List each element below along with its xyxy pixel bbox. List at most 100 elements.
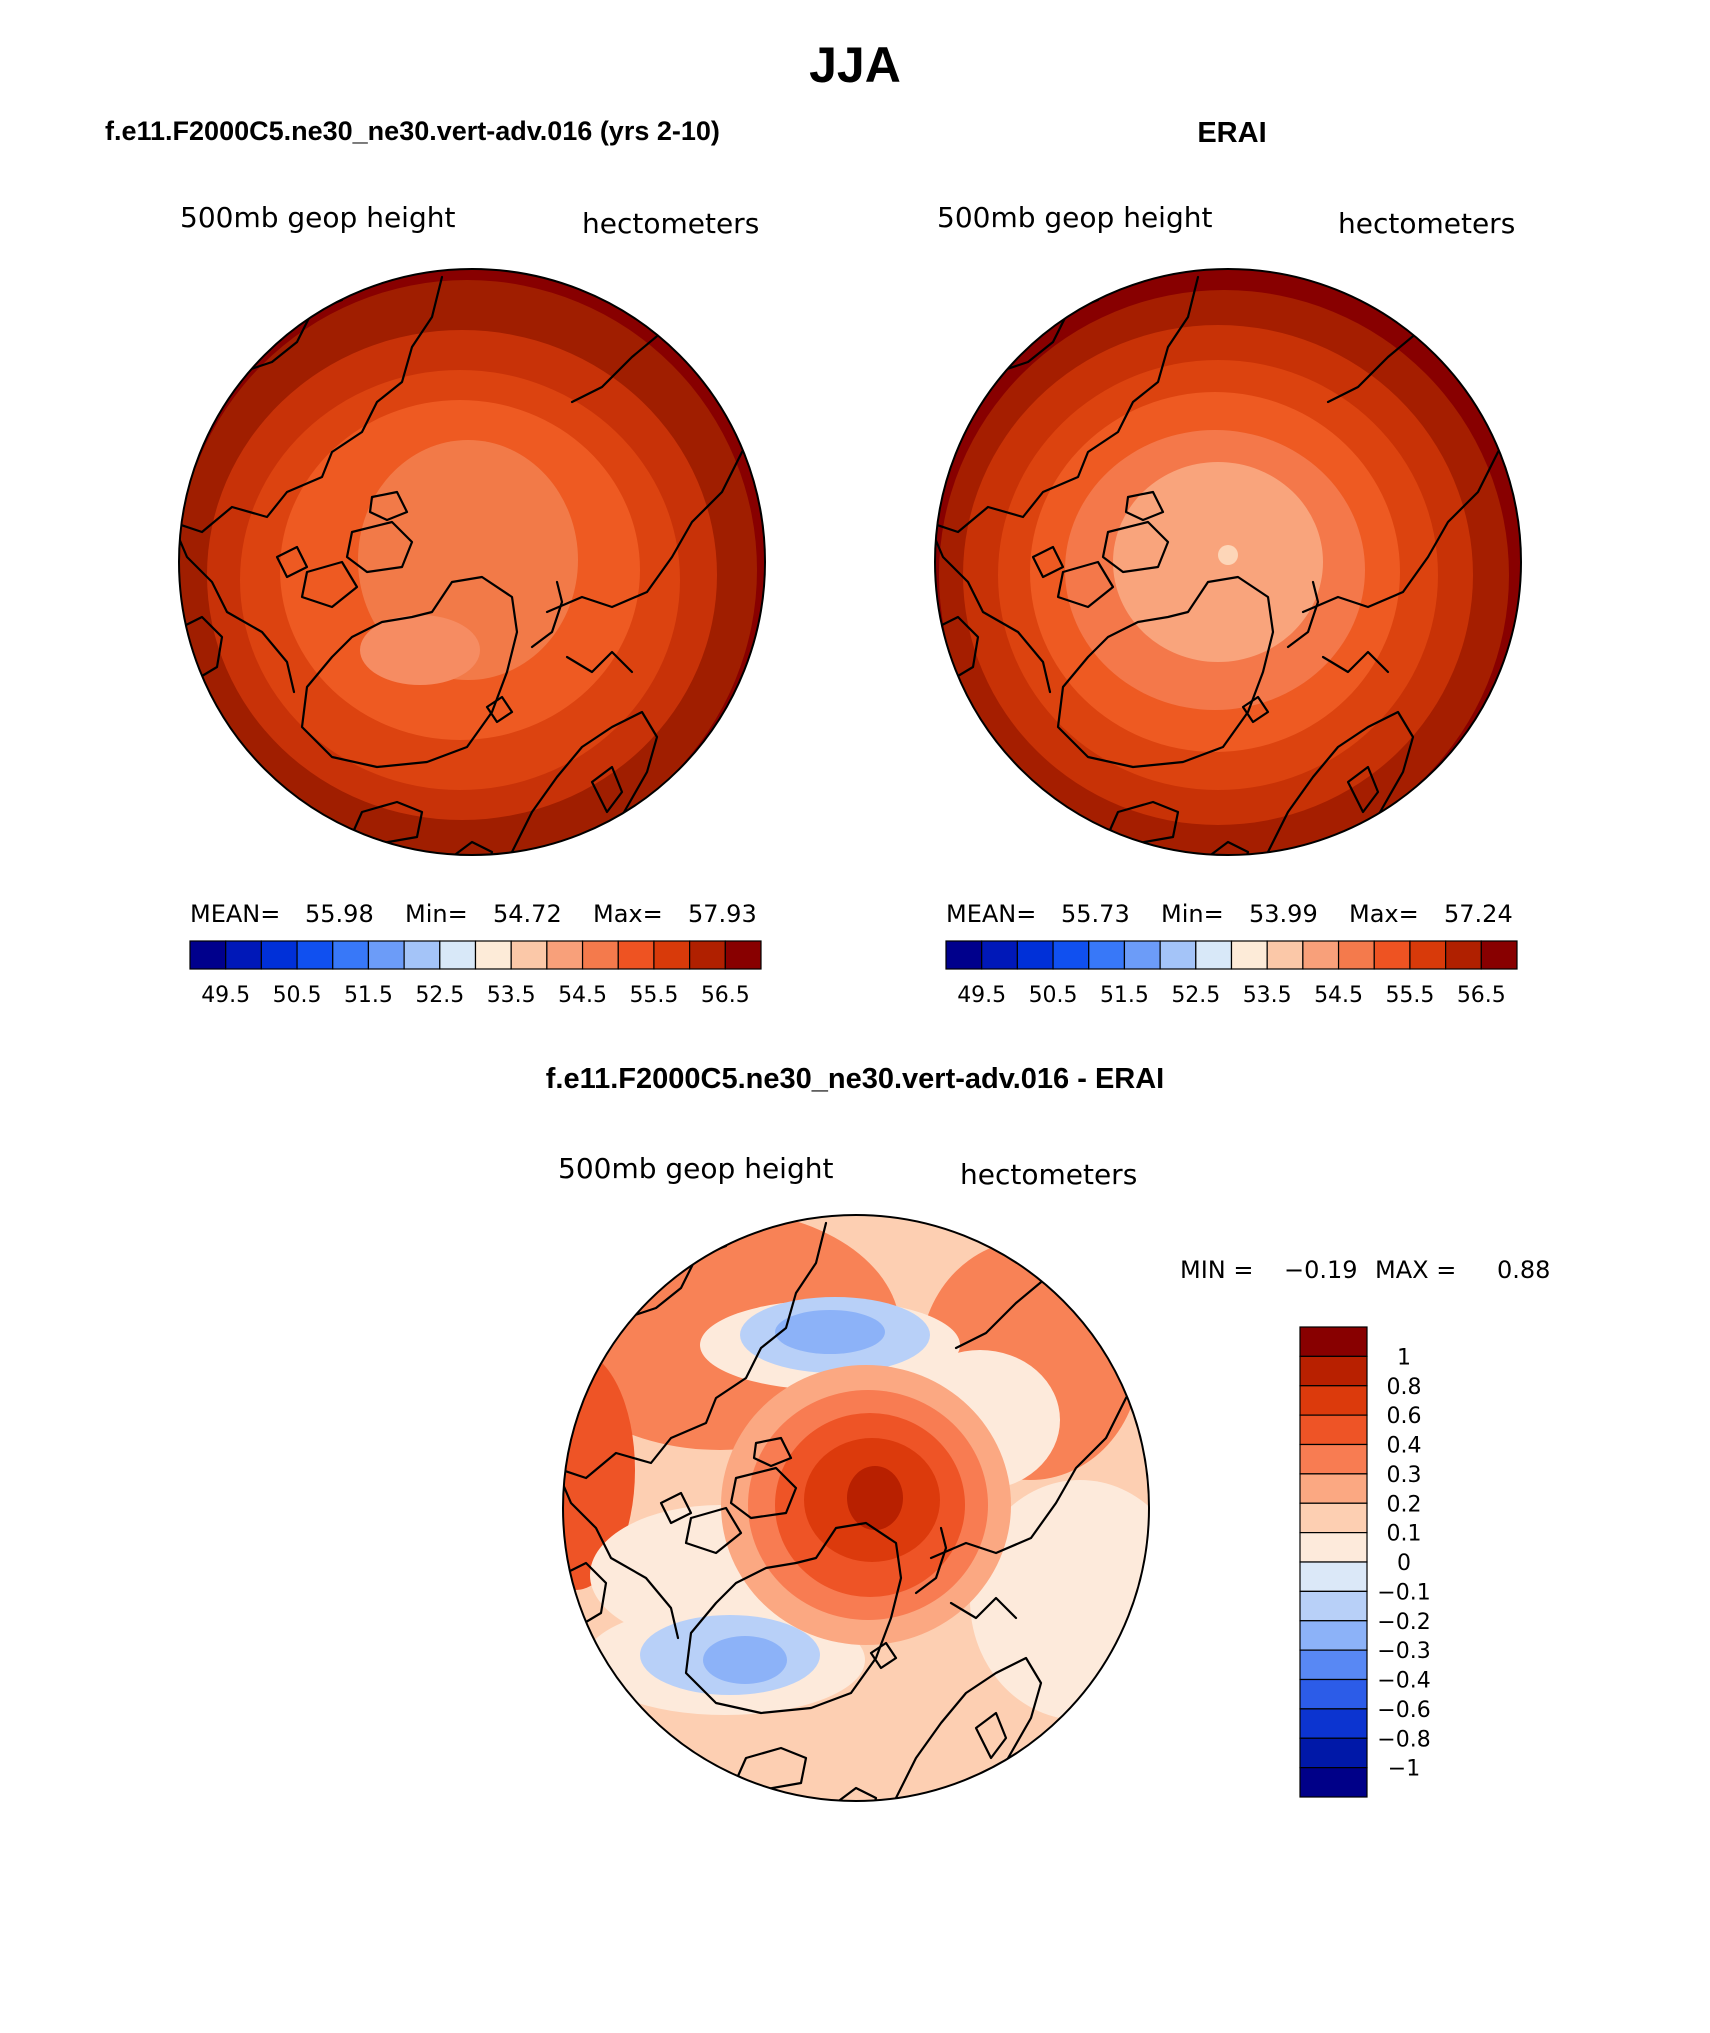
colorbar-model-tick-label: 54.5 xyxy=(558,983,607,1008)
colorbar-erai-tick-label: 50.5 xyxy=(1029,983,1078,1008)
panel-erai-units-label: hectometers xyxy=(1338,207,1515,240)
colorbar-erai-swatch xyxy=(1373,940,1411,970)
colorbar-difference-tick-label: −0.6 xyxy=(1377,1698,1430,1723)
max-value-model: 57.93 xyxy=(688,900,757,928)
colorbar-erai-swatch xyxy=(981,940,1018,970)
min-value-model: 54.72 xyxy=(493,900,562,928)
max-label-model: Max= xyxy=(593,900,663,928)
panel-erai: ERAI 500mb geop height hectometers MEAN=… xyxy=(934,117,1522,1008)
colorbar-model-swatch xyxy=(439,940,477,970)
colorbar-difference-tick-label: −0.4 xyxy=(1377,1669,1430,1694)
colorbar-model-swatch xyxy=(367,940,405,970)
colorbar-difference-swatch xyxy=(1299,1532,1368,1563)
colorbar-model-swatch xyxy=(403,940,441,970)
colorbar-erai-swatch xyxy=(1052,940,1090,970)
colorbar-model-swatch xyxy=(724,940,762,970)
panel-model-variable-label: 500mb geop height xyxy=(180,201,455,234)
colorbar-model-tick-label: 53.5 xyxy=(487,983,536,1008)
colorbar-difference-tick-label: −0.8 xyxy=(1377,1727,1430,1752)
polar-map-difference xyxy=(563,1215,1149,1801)
colorbar-erai: 49.5 50.5 51.5 52.5 53.5 54.5 55.5 56.5 xyxy=(945,940,1518,1008)
colorbar-difference-swatch xyxy=(1299,1590,1368,1622)
colorbar-difference-tick-label: 0 xyxy=(1397,1551,1411,1576)
colorbar-difference-swatch xyxy=(1299,1767,1368,1798)
colorbar-erai-swatch xyxy=(1088,940,1126,970)
colorbar-erai-swatch xyxy=(1302,940,1340,970)
colorbar-difference-swatch xyxy=(1299,1443,1368,1475)
figure-title: JJA xyxy=(809,37,901,93)
colorbar-erai-tick-label: 55.5 xyxy=(1385,983,1434,1008)
colorbar-difference-swatch xyxy=(1299,1385,1368,1416)
colorbar-difference-swatch xyxy=(1299,1502,1368,1534)
colorbar-model-swatch xyxy=(332,940,370,970)
colorbar-difference-tick-label: −0.3 xyxy=(1377,1639,1430,1664)
polar-map-erai xyxy=(935,269,1521,855)
colorbar-model-swatch xyxy=(617,940,655,970)
min-value-erai: 53.99 xyxy=(1249,900,1318,928)
diff-min-value: −0.19 xyxy=(1284,1256,1358,1284)
colorbar-model-swatch xyxy=(689,940,726,970)
panel-difference-units-label: hectometers xyxy=(960,1158,1137,1191)
colorbar-erai-tick-label: 52.5 xyxy=(1171,983,1220,1008)
colorbar-model-tick-label: 52.5 xyxy=(415,983,464,1008)
colorbar-model-swatch xyxy=(474,940,512,970)
panel-model-units-label: hectometers xyxy=(582,207,759,240)
diff-min-label: MIN = xyxy=(1180,1256,1253,1284)
colorbar-difference-swatch xyxy=(1299,1326,1368,1357)
colorbar-model-tick-label: 56.5 xyxy=(701,983,750,1008)
colorbar-model-swatch xyxy=(189,940,227,970)
colorbar-erai-swatch xyxy=(1016,940,1054,970)
colorbar-erai-tick-label: 51.5 xyxy=(1100,983,1149,1008)
colorbar-difference-swatch xyxy=(1299,1355,1368,1387)
diff-max-value: 0.88 xyxy=(1497,1256,1550,1284)
panel-erai-heading: ERAI xyxy=(1197,117,1266,149)
colorbar-model-swatch xyxy=(225,940,262,970)
colorbar-difference-tick-label: 0.1 xyxy=(1387,1522,1422,1547)
colorbar-difference-tick-label: 0.2 xyxy=(1387,1492,1422,1517)
colorbar-erai-swatch xyxy=(1159,940,1197,970)
colorbar-erai-swatch xyxy=(1480,940,1518,970)
colorbar-erai-swatch xyxy=(1409,940,1447,970)
colorbar-difference-tick-label: −0.2 xyxy=(1377,1610,1430,1635)
panel-difference-variable-label: 500mb geop height xyxy=(558,1152,833,1185)
colorbar-difference-swatch xyxy=(1299,1649,1368,1681)
min-label-erai: Min= xyxy=(1161,900,1224,928)
colorbar-model-swatch xyxy=(296,940,334,970)
colorbar-model-swatch xyxy=(546,940,584,970)
colorbar-erai-swatch xyxy=(1445,940,1482,970)
colorbar-erai-tick-label: 49.5 xyxy=(957,983,1006,1008)
colorbar-erai-tick-label: 54.5 xyxy=(1314,983,1363,1008)
colorbar-model-tick-label: 50.5 xyxy=(273,983,322,1008)
polar-map-model xyxy=(179,269,765,855)
map-border-erai xyxy=(934,268,1522,856)
colorbar-difference-swatch xyxy=(1299,1414,1368,1446)
colorbar-difference-tick-label: 0.6 xyxy=(1387,1404,1422,1429)
colorbar-erai-swatch xyxy=(1266,940,1304,970)
min-label-model: Min= xyxy=(405,900,468,928)
colorbar-erai-tick-label: 56.5 xyxy=(1457,983,1506,1008)
colorbar-difference-tick-label: −0.1 xyxy=(1377,1580,1430,1605)
mean-label-erai: MEAN= xyxy=(946,900,1036,928)
colorbar-difference-swatch xyxy=(1299,1473,1368,1504)
colorbar-difference-swatch xyxy=(1299,1561,1368,1592)
colorbar-model-tick-label: 51.5 xyxy=(344,983,393,1008)
colorbar-erai-tick-label: 53.5 xyxy=(1243,983,1292,1008)
colorbar-difference-tick-label: 0.3 xyxy=(1387,1463,1422,1488)
colorbar-difference-swatch xyxy=(1299,1678,1368,1710)
colorbar-model: 49.5 50.5 51.5 52.5 53.5 54.5 55.5 56.5 xyxy=(189,940,762,1008)
stats-erai: MEAN= 55.73 Min= 53.99 Max= 57.24 xyxy=(946,900,1513,928)
panel-difference-heading: f.e11.F2000C5.ne30_ne30.vert-adv.016 - E… xyxy=(546,1063,1164,1095)
difference-minmax: MIN = −0.19 MAX = 0.88 xyxy=(1180,1256,1550,1284)
max-label-erai: Max= xyxy=(1349,900,1419,928)
colorbar-erai-swatch xyxy=(1337,940,1375,970)
colorbar-erai-swatch xyxy=(1195,940,1233,970)
mean-value-model: 55.98 xyxy=(305,900,374,928)
panel-difference: f.e11.F2000C5.ne30_ne30.vert-adv.016 - E… xyxy=(546,1063,1550,1802)
panel-model-heading: f.e11.F2000C5.ne30_ne30.vert-adv.016 (yr… xyxy=(105,116,720,146)
colorbar-difference-tick-label: 0.4 xyxy=(1387,1434,1422,1459)
diff-max-label: MAX = xyxy=(1375,1256,1456,1284)
colorbar-difference-tick-label: 1 xyxy=(1397,1345,1411,1370)
colorbar-difference-tick-label: −1 xyxy=(1388,1757,1420,1782)
panel-model: f.e11.F2000C5.ne30_ne30.vert-adv.016 (yr… xyxy=(105,116,766,1008)
